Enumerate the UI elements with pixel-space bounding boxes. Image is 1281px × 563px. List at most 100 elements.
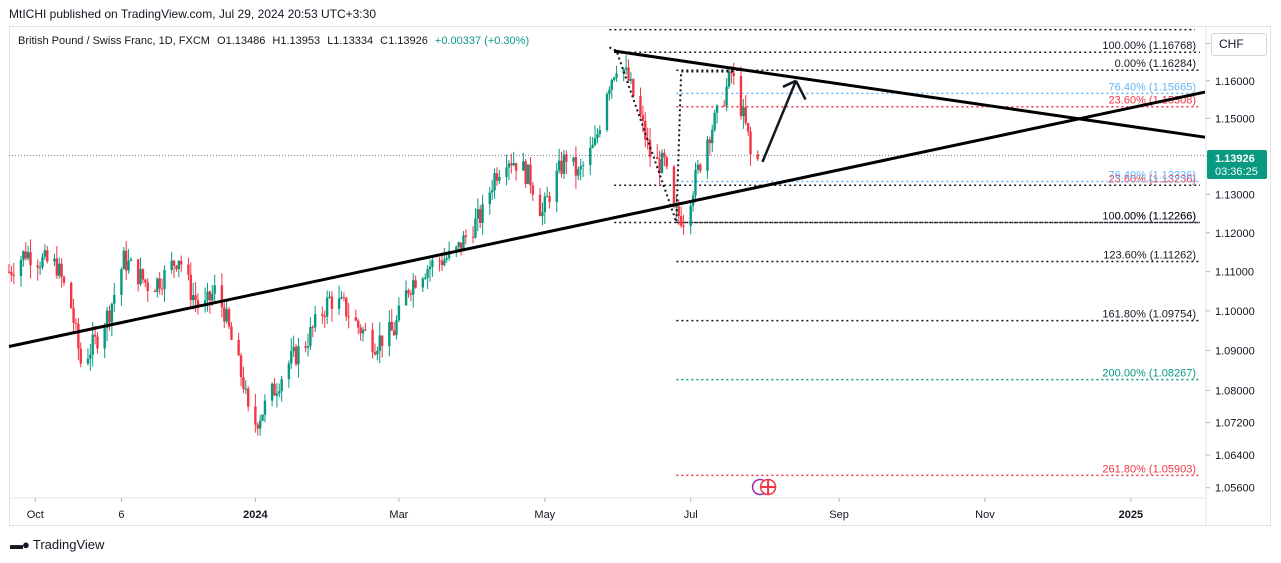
candle-body xyxy=(158,278,161,289)
candle-body xyxy=(388,321,391,346)
legend-symbol: British Pound / Swiss Franc, 1D, FXCM xyxy=(18,35,210,47)
candle-body xyxy=(309,326,312,347)
candle-body xyxy=(562,154,566,174)
candle-body xyxy=(170,260,173,270)
candle-body xyxy=(125,250,128,271)
candle-body xyxy=(679,216,683,226)
candle-body xyxy=(371,329,374,353)
projection-arrow-head[interactable] xyxy=(794,80,807,101)
candle-body xyxy=(10,271,13,275)
candle-body xyxy=(488,192,491,205)
candle-body xyxy=(739,75,743,117)
projection-arrow-head-left[interactable] xyxy=(782,79,797,88)
candle-body xyxy=(223,307,226,322)
price-badge-price: 1.13926 xyxy=(1215,153,1255,165)
candle-body xyxy=(424,277,427,279)
candle-body xyxy=(663,152,666,158)
candle-body xyxy=(445,258,448,260)
candle-body xyxy=(60,263,63,278)
candle-body xyxy=(560,160,563,174)
fib-set-1-level-label: 100.00% (1.16768) xyxy=(1102,40,1196,52)
candle-body xyxy=(572,157,575,162)
candle-body xyxy=(325,297,329,317)
candle-body xyxy=(187,264,190,275)
candle-body xyxy=(732,73,735,76)
candle-body xyxy=(328,296,331,298)
candle-body xyxy=(629,79,633,81)
chart-legend: British Pound / Swiss Franc, 1D, FXCM O1… xyxy=(18,35,533,47)
candle-body xyxy=(579,166,582,170)
candle-body xyxy=(160,288,164,290)
candle-body xyxy=(397,305,401,321)
candle-body xyxy=(672,166,676,207)
candle-body xyxy=(46,250,49,262)
candle-body xyxy=(213,285,216,294)
candle-body xyxy=(538,194,542,217)
candle-body xyxy=(354,317,358,321)
candle-body xyxy=(395,320,398,336)
x-tick-label: 2024 xyxy=(243,509,268,521)
tradingview-logo-icon: ▬● xyxy=(10,537,30,552)
candle-body xyxy=(206,291,209,301)
candle-body xyxy=(471,236,475,238)
candle-body xyxy=(208,291,212,301)
candle-body xyxy=(373,352,377,355)
candle-body xyxy=(261,414,264,421)
candle-body xyxy=(644,120,647,140)
candle-body xyxy=(242,377,245,389)
candle-body xyxy=(708,139,712,144)
trendline[interactable] xyxy=(613,49,1206,139)
price-badge-countdown: 03:36:25 xyxy=(1215,166,1258,178)
candle-body xyxy=(627,67,630,81)
candle-body xyxy=(247,388,250,407)
candle-body xyxy=(12,274,15,276)
candle-body xyxy=(357,320,360,328)
candle-body xyxy=(211,293,214,301)
candle-body xyxy=(378,335,381,351)
candle-body xyxy=(175,265,178,270)
candle-body xyxy=(122,250,126,270)
legend-low: L1.13334 xyxy=(327,35,374,47)
candle-body xyxy=(646,139,649,141)
candle-body xyxy=(177,260,181,270)
candle-body xyxy=(136,259,140,285)
candle-body xyxy=(474,218,477,238)
candle-body xyxy=(120,269,123,295)
candle-body xyxy=(598,130,602,135)
candle-body xyxy=(699,164,702,171)
candle-body xyxy=(414,280,417,288)
candle-body xyxy=(512,163,515,166)
legend-change: +0.00337 (+0.30%) xyxy=(434,35,530,47)
candle-body xyxy=(479,209,482,224)
candle-body xyxy=(476,209,480,219)
footer-brand: TradingView xyxy=(32,537,105,552)
candle-body xyxy=(725,86,728,106)
candle-body xyxy=(522,161,525,171)
candle-body xyxy=(514,163,518,171)
candle-body xyxy=(380,335,384,346)
currency-button[interactable]: CHF xyxy=(1211,33,1267,56)
candle-body xyxy=(172,260,176,266)
candle-body xyxy=(548,196,551,202)
candle-body xyxy=(447,250,451,259)
candle-body xyxy=(591,144,594,148)
candle-body xyxy=(656,156,659,160)
candle-body xyxy=(189,274,192,301)
candle-body xyxy=(103,328,106,349)
candle-body xyxy=(129,259,133,261)
candle-body xyxy=(297,346,300,365)
candle-body xyxy=(239,355,243,378)
candle-body xyxy=(440,260,444,266)
candle-body xyxy=(237,339,240,356)
candle-body xyxy=(404,290,408,306)
candle-body xyxy=(313,314,317,328)
candle-body xyxy=(77,323,80,349)
fib-set-2-level-label: 76.40% (1.15665) xyxy=(1109,81,1196,93)
projection-arrow-shaft[interactable] xyxy=(761,80,798,163)
candle-body xyxy=(153,291,157,293)
candle-body xyxy=(682,225,685,227)
fib-set-1-level-label: 23.60% (1.13236) xyxy=(1109,173,1196,185)
trendline[interactable] xyxy=(8,90,1206,348)
x-tick-label: Nov xyxy=(975,509,995,521)
